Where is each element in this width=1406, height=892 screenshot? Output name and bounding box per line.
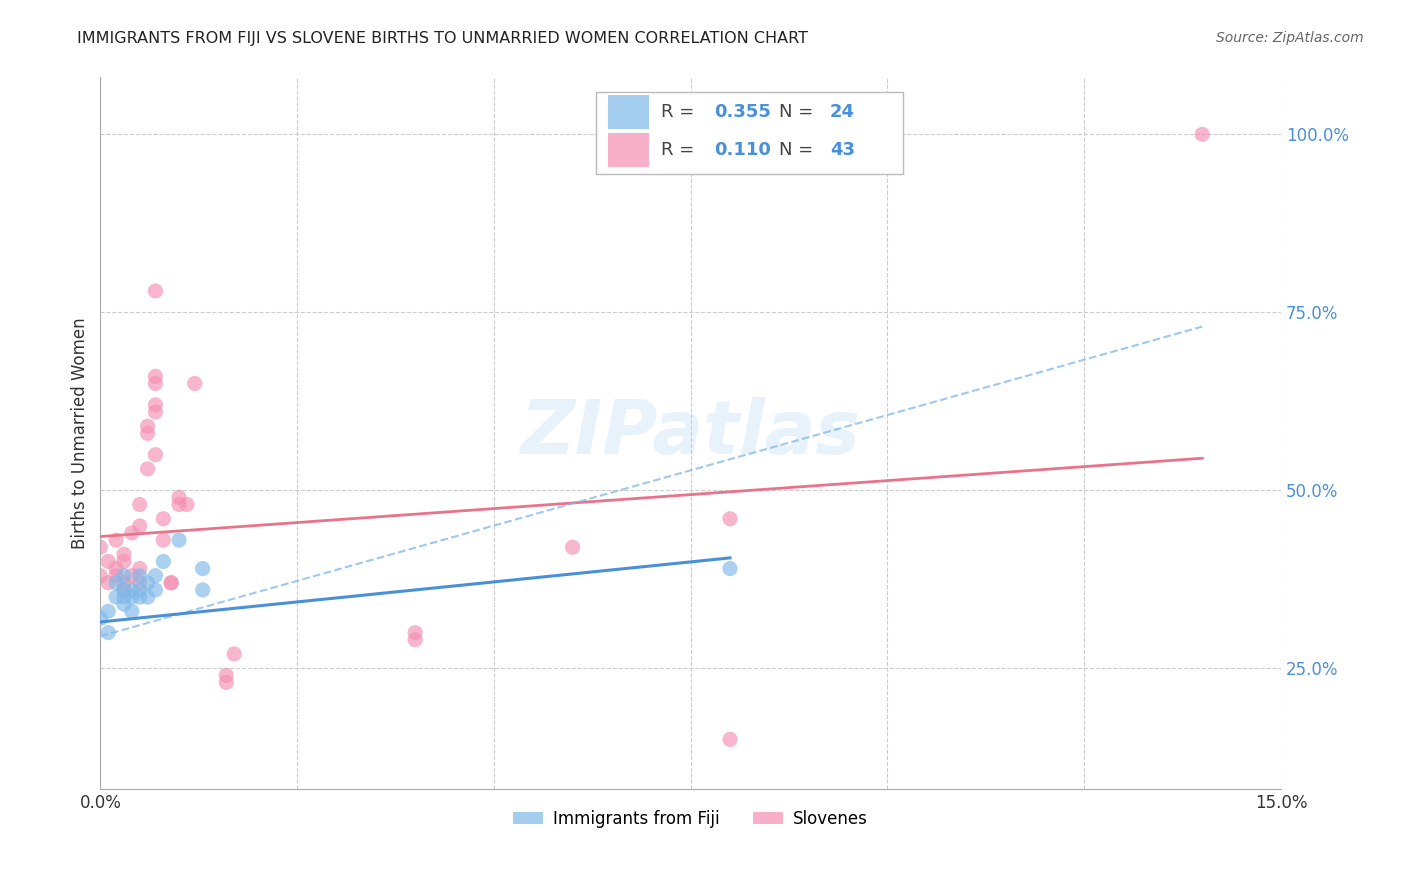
Point — [152, 533, 174, 547]
Point — [112, 547, 135, 561]
Point — [1191, 128, 1213, 142]
Point — [121, 590, 143, 604]
Point — [152, 512, 174, 526]
Text: 0.355: 0.355 — [714, 103, 770, 120]
Point — [191, 561, 214, 575]
Point — [105, 568, 128, 582]
Point — [89, 540, 111, 554]
Point — [718, 732, 741, 747]
Text: 0.110: 0.110 — [714, 141, 770, 159]
Point — [136, 426, 159, 441]
Point — [404, 632, 426, 647]
Text: R =: R = — [661, 141, 700, 159]
Y-axis label: Births to Unmarried Women: Births to Unmarried Women — [72, 318, 89, 549]
Point — [145, 398, 167, 412]
Point — [128, 498, 150, 512]
Point — [112, 582, 135, 597]
Point — [128, 575, 150, 590]
Point — [136, 575, 159, 590]
Text: N =: N = — [779, 141, 820, 159]
Point — [97, 575, 120, 590]
FancyBboxPatch shape — [607, 133, 650, 167]
Point — [718, 512, 741, 526]
Text: R =: R = — [661, 103, 700, 120]
Point — [112, 554, 135, 568]
Point — [145, 405, 167, 419]
Point — [718, 561, 741, 575]
Point — [152, 554, 174, 568]
Point — [404, 625, 426, 640]
Point — [128, 582, 150, 597]
Point — [145, 568, 167, 582]
Point — [89, 568, 111, 582]
Point — [215, 675, 238, 690]
Point — [128, 568, 150, 582]
Point — [145, 448, 167, 462]
Point — [184, 376, 207, 391]
Point — [89, 611, 111, 625]
Point — [561, 540, 583, 554]
Text: ZIPatlas: ZIPatlas — [520, 397, 860, 470]
Point — [112, 590, 135, 604]
Point — [105, 533, 128, 547]
Point — [167, 533, 190, 547]
Point — [145, 369, 167, 384]
Point — [105, 561, 128, 575]
Point — [112, 575, 135, 590]
Point — [97, 625, 120, 640]
Point — [145, 284, 167, 298]
Point — [215, 668, 238, 682]
Point — [97, 554, 120, 568]
Text: 24: 24 — [830, 103, 855, 120]
Point — [160, 575, 183, 590]
Point — [167, 491, 190, 505]
Point — [136, 419, 159, 434]
Point — [112, 597, 135, 611]
Text: Source: ZipAtlas.com: Source: ZipAtlas.com — [1216, 31, 1364, 45]
Text: N =: N = — [779, 103, 820, 120]
Text: IMMIGRANTS FROM FIJI VS SLOVENE BIRTHS TO UNMARRIED WOMEN CORRELATION CHART: IMMIGRANTS FROM FIJI VS SLOVENE BIRTHS T… — [77, 31, 808, 46]
Point — [121, 604, 143, 618]
FancyBboxPatch shape — [596, 92, 903, 174]
Point — [105, 590, 128, 604]
Point — [121, 526, 143, 541]
Point — [160, 575, 183, 590]
Point — [145, 582, 167, 597]
Point — [112, 582, 135, 597]
Point — [145, 376, 167, 391]
Point — [224, 647, 246, 661]
Point — [105, 575, 128, 590]
Point — [112, 568, 135, 582]
Point — [136, 590, 159, 604]
Point — [191, 582, 214, 597]
Point — [176, 498, 198, 512]
Text: 43: 43 — [830, 141, 855, 159]
Point — [136, 462, 159, 476]
Point — [128, 561, 150, 575]
Legend: Immigrants from Fiji, Slovenes: Immigrants from Fiji, Slovenes — [506, 803, 875, 834]
Point — [167, 498, 190, 512]
Point — [128, 590, 150, 604]
Point — [97, 604, 120, 618]
FancyBboxPatch shape — [607, 95, 650, 128]
Point — [121, 568, 143, 582]
Point — [128, 519, 150, 533]
Point — [121, 582, 143, 597]
